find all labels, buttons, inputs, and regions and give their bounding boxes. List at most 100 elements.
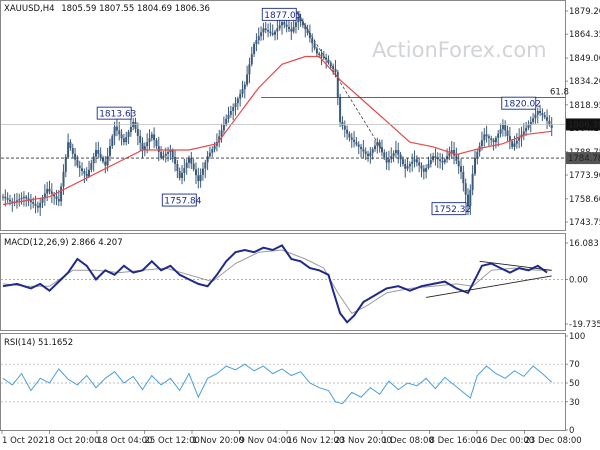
y-tick-label: 1834.20	[569, 77, 600, 87]
macd-title: MACD(12,26,9) 2.866 4.207	[4, 238, 123, 248]
annotation-box	[161, 193, 197, 207]
candle-body	[183, 167, 186, 173]
candle-body	[392, 153, 395, 157]
candle-body	[41, 198, 44, 203]
price-title: XAUUSD,H4 1805.59 1807.55 1804.69 1806.3…	[4, 4, 210, 14]
candle-body	[16, 200, 18, 202]
candle-body	[301, 21, 304, 26]
candle-body	[111, 136, 114, 146]
x-tick-label: 1 Oct 2021	[2, 436, 49, 446]
candle-body	[404, 164, 407, 169]
annotation-label: 1752.32	[434, 205, 471, 215]
candle-body	[499, 129, 502, 134]
candle-body	[2, 196, 4, 198]
candle-body	[443, 159, 446, 163]
candle-body	[532, 118, 535, 122]
candle-body	[313, 43, 316, 49]
candle-body	[288, 26, 290, 30]
candle-body	[401, 159, 404, 164]
candle-body	[134, 121, 137, 129]
candle-body	[334, 68, 337, 72]
candle-body	[239, 93, 242, 99]
candle-body	[346, 129, 349, 134]
candle-body	[236, 98, 239, 104]
candle-body	[350, 137, 353, 140]
candle-body	[43, 193, 46, 199]
x-tick-label: 16 Nov 12:00	[287, 436, 344, 446]
candle-body	[306, 29, 309, 34]
candle-body	[39, 202, 42, 208]
annotation-box	[96, 106, 132, 120]
candle-body	[383, 152, 386, 158]
candle-body	[20, 197, 23, 200]
candle-body	[480, 140, 483, 146]
candle-body	[102, 157, 104, 162]
candle-body	[120, 134, 123, 139]
candle-body	[95, 150, 97, 157]
candle-body	[46, 188, 49, 194]
candle-body	[69, 142, 72, 148]
candle-body	[304, 25, 307, 30]
candle-body	[450, 150, 453, 154]
candle-body	[511, 141, 514, 147]
x-tick-label: 25 Oct 12:00	[145, 436, 200, 446]
candle-body	[490, 138, 493, 141]
candle-body	[129, 127, 132, 133]
y-tick-label: 1879.20	[569, 7, 600, 17]
candle-body	[494, 137, 497, 143]
candle-body	[220, 130, 223, 137]
candle-body	[88, 169, 90, 177]
y-tick-label: 1758.60	[569, 195, 600, 205]
candle-body	[318, 53, 321, 55]
candle-body	[325, 58, 328, 60]
candle-body	[271, 33, 274, 35]
candle-body	[76, 159, 79, 166]
candle-body	[125, 137, 128, 143]
y-tick-label: 1743.75	[569, 218, 600, 228]
candle-body	[174, 157, 177, 164]
candle-body	[543, 115, 546, 118]
candle-body	[22, 196, 25, 198]
candle-body	[501, 125, 504, 130]
candle-body	[243, 84, 246, 90]
candle-body	[285, 24, 288, 27]
candle-body	[127, 132, 130, 138]
candle-body	[422, 168, 425, 172]
candle-body	[378, 142, 381, 148]
candle-body	[253, 44, 256, 55]
candle-body	[234, 103, 237, 108]
candle-body	[195, 169, 197, 176]
candle-body	[81, 168, 83, 171]
candle-body	[250, 54, 253, 65]
x-tick-label: 18 Oct 04:00	[97, 436, 152, 446]
macd-trendline	[426, 275, 552, 298]
watermark: ActionForex.com	[372, 38, 547, 62]
candle-body	[311, 38, 314, 44]
candle-body	[34, 204, 37, 206]
candle-body	[387, 159, 390, 163]
candle-body	[385, 157, 388, 163]
candle-body	[139, 135, 142, 143]
y-tick-label: 1864.35	[569, 30, 600, 40]
candle-body	[513, 143, 516, 147]
candle-body	[467, 194, 469, 206]
candle-body	[167, 151, 170, 154]
y-tick-label: 100	[569, 332, 585, 342]
candle-body	[294, 22, 297, 27]
candle-body	[276, 28, 279, 32]
candle-body	[394, 150, 397, 154]
candle-body	[197, 175, 200, 182]
candle-body	[99, 153, 102, 158]
candle-body	[339, 97, 342, 122]
candle-body	[67, 142, 70, 157]
candle-body	[371, 149, 374, 153]
candle-body	[141, 142, 144, 150]
candle-body	[57, 198, 60, 202]
candle-body	[381, 147, 383, 153]
x-tick-label: 8 Oct 20:00	[50, 436, 100, 446]
candle-body	[525, 128, 528, 132]
price-axis-tag	[566, 118, 600, 131]
candle-body	[85, 173, 88, 177]
candle-body	[143, 146, 146, 150]
candle-body	[515, 140, 518, 144]
